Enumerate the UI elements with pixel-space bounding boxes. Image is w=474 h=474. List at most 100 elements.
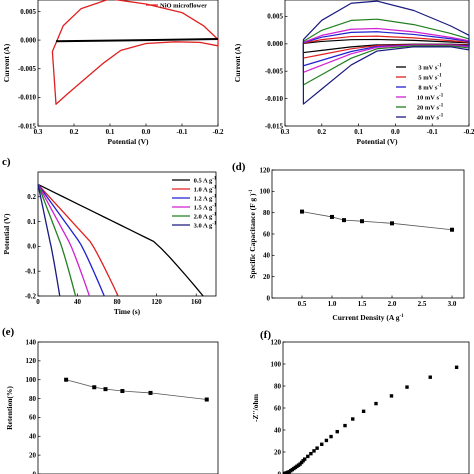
panel-c-legend-label: 1.2 A g-1 [194, 195, 217, 203]
panel-d-y-tick-label: 100 [260, 188, 271, 196]
panel-c-series-curve [37, 184, 91, 297]
panel-e-ylabel: Retention(%) [5, 386, 14, 430]
panel-c-x-tick-label: 160 [191, 298, 202, 306]
panel-b-x-tick-label: 0.3 [281, 128, 290, 136]
panel-b-y-tick-label: -0.010 [265, 95, 284, 103]
panel-c-series-curve [37, 183, 119, 297]
panel-f-point [306, 454, 310, 459]
panel-a-ylabel: Current (A) [2, 43, 11, 82]
panel-f-ylabel: -Z''/ohm [251, 393, 260, 422]
panel-e-point [120, 389, 125, 394]
panel-e-y-tick-label: 0 [33, 470, 37, 474]
panel-c-y-tick-label: -0.1 [25, 268, 37, 276]
panel-f-point [389, 394, 394, 398]
panel-a-y-tick-label: -0.015 [18, 122, 37, 130]
panel-b-frame [284, 0, 470, 127]
panel-f-point [335, 429, 339, 434]
panel-c-y-tick-label: 0.0 [27, 243, 36, 251]
panel-d-y-tick-label: 40 [263, 252, 271, 260]
panel-d-x-tick-label: 1.0 [328, 300, 337, 308]
panel-a-y-tick-label: -0.010 [18, 94, 37, 102]
panel-e-point [148, 390, 153, 395]
panel-b-y-tick-label: 0.000 [267, 40, 283, 48]
panel-b-legend-label: 5 mV s-1 [418, 74, 442, 82]
panel-c-x-tick-label: 120 [151, 298, 162, 306]
panel-f-y-tick-label: 60 [274, 404, 282, 412]
panel-d-xlabel-sup: -1 [399, 314, 404, 319]
panel-b-legend-label-sup: -1 [439, 114, 444, 119]
panel-b-x-tick-label: 0.1 [354, 128, 363, 136]
panel-d-point [300, 209, 304, 214]
panel-f-point [303, 457, 307, 461]
panel-f-y-tick-label: 20 [274, 448, 282, 456]
panel-b-legend-label-sup: -1 [437, 74, 442, 79]
panel-c-series-curve [37, 184, 61, 297]
panel-c-y-tick-label: 0.1 [27, 218, 36, 226]
panel-f-point [428, 375, 432, 379]
panel-d-y-tick-label: 120 [260, 166, 271, 174]
panel-d-xlabel: Current Density (A g-1 [332, 313, 404, 322]
panel-e-y-tick-label: 20 [29, 451, 37, 459]
panel-e-y-tick-label: 60 [29, 414, 37, 422]
panel-d-y-tick-label: 20 [263, 273, 271, 281]
panel-c-legend-label: 1.5 A g-1 [194, 204, 217, 212]
panel-e-point [204, 397, 209, 402]
panel-c-xlabel: Time (s) [114, 307, 141, 316]
panel-b-legend-label: 3 mV s-1 [418, 64, 442, 72]
panel-a-y-tick-label: -0.005 [18, 65, 37, 73]
panel-f-y-tick-label: 80 [274, 382, 282, 390]
panel-b-legend-label: 40 mV s-1 [417, 114, 444, 122]
panel-c-legend-label: 3.0 A g-1 [194, 222, 217, 230]
panel-d-point [342, 218, 346, 223]
panel-d-x-tick-label: 1.5 [358, 300, 367, 308]
panel-a-x-tick-label: 0.2 [70, 128, 79, 136]
panel-f-point [315, 446, 319, 450]
panel-e-point [92, 385, 97, 390]
panel-b-x-tick-label: 0.2 [317, 128, 326, 136]
panel-b-legend-label: 20 mV s-1 [417, 104, 444, 112]
panel-a-x-tick-label: 0.0 [142, 128, 151, 136]
panel-d-point [330, 214, 334, 219]
panel-e-frame [37, 341, 219, 474]
panel-d-series-line [301, 211, 453, 231]
panel-d-x-tick-label: 0.5 [298, 300, 307, 308]
panel-f-y-tick-label: 120 [271, 338, 282, 346]
panel-b-legend-label-sup: -1 [439, 94, 444, 99]
panel-b-x-tick-label: -0.1 [427, 128, 439, 136]
panel-d-point [360, 219, 364, 224]
panel-a-xlabel: Potential (V) [107, 137, 149, 146]
panel-c-x-tick-label: 40 [74, 298, 82, 306]
panel-c-legend-label-sup: -1 [212, 204, 217, 209]
panel-c-legend-label-sup: -1 [212, 213, 217, 218]
panel-d-x-tick-label: 2.0 [388, 300, 397, 308]
panel-c-legend-label-sup: -1 [212, 222, 217, 227]
panel-f-y-tick-label: 40 [274, 426, 282, 434]
panel-a-frame [37, 0, 219, 127]
panel-e-point [64, 377, 69, 382]
panel-b-y-tick-label: 0.005 [267, 13, 283, 21]
panel-c-frame [37, 171, 217, 297]
panel-c-series-curve [37, 184, 77, 297]
panel-e-y-tick-label: 120 [26, 357, 37, 365]
panel-b-legend-label-sup: -1 [437, 84, 442, 89]
panel-d-y-tick-label: 80 [263, 209, 271, 217]
panel-b-xlabel: Potential (V) [356, 137, 398, 146]
panel-e-y-tick-label: 140 [26, 338, 37, 346]
panel-d-y-tick-label: 0 [267, 294, 271, 302]
panel-d-ylabel-sup: -1 [249, 189, 254, 194]
panel-b-x-tick-label: 0.0 [391, 128, 400, 136]
panel-c-x-tick-label: 80 [114, 298, 122, 306]
panel-f-point [329, 434, 333, 439]
panel-a-x-tick-label: 0.3 [34, 128, 43, 136]
panel-d-x-tick-label: 3.0 [448, 300, 457, 308]
panel-f-point [361, 409, 366, 413]
panel-c-series-curve [37, 184, 105, 297]
panel-e-point [103, 387, 108, 392]
panel-a-series-nio-loop [51, 0, 219, 105]
panel-f-point [343, 423, 347, 428]
panel-e-y-tick-label: 80 [29, 395, 37, 403]
panel-f-point [454, 365, 459, 369]
panel-f-point [312, 449, 316, 453]
panel-b-y-tick-label: -0.015 [265, 122, 284, 130]
